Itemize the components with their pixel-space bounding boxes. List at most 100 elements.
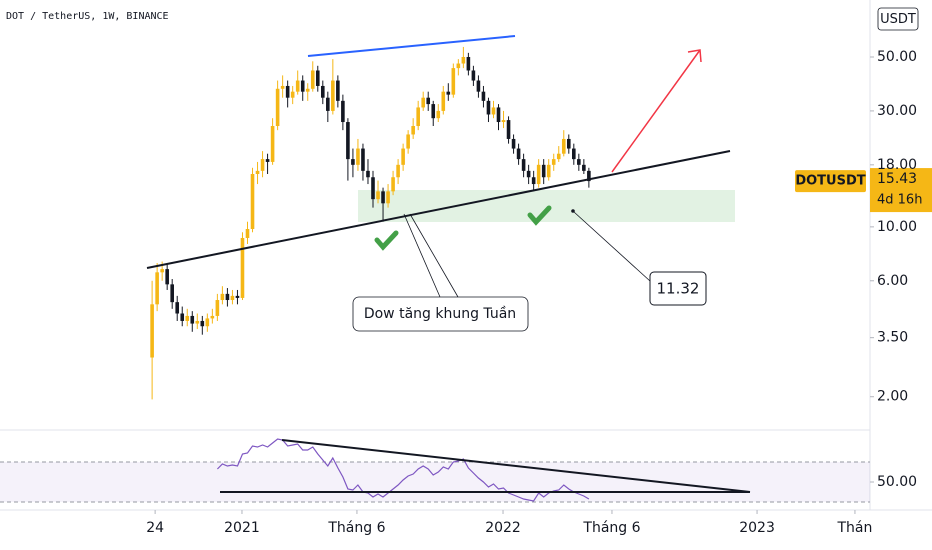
candle-body [295,80,300,92]
x-tick-label: 24 [146,520,164,536]
candle-body [506,120,511,139]
candle-body [441,91,446,111]
candle-body [531,177,536,185]
candle-body [305,88,310,92]
candle-body [180,313,185,321]
candle-body [566,138,571,149]
candle-body [356,148,360,165]
y-tick-label: 3.50 [877,330,908,346]
candle-body [521,159,526,171]
candle-body [396,164,400,178]
candle-body [150,304,154,358]
projection-arrow [611,49,701,173]
support-zone [358,190,735,222]
check-mark [527,205,552,226]
candle-body [165,269,169,285]
candle-body [451,68,456,95]
x-tick-label: 2022 [485,520,521,536]
last-price: 15.43 [877,171,917,187]
y-tick-label: 18.00 [877,157,917,173]
candle-body [446,91,451,95]
candle-body [341,100,345,123]
x-tick-label: 2021 [224,520,260,536]
candle-body [351,159,355,165]
rsi-line [216,438,590,502]
candle-body [577,159,581,165]
candle-body [245,228,250,238]
candle-body [235,295,240,298]
y-tick-label: 50.00 [877,49,917,65]
candle-body [421,97,426,108]
candle-body [270,126,275,162]
candle-body [426,97,431,105]
x-tick-label: Tháng 6 [582,520,640,536]
candle-body [411,126,415,135]
price-tag: DOTUSDT 15.43 4d 16h [795,168,932,213]
candle-body [336,80,340,101]
candle-body [366,170,370,178]
candle-body [195,320,200,324]
candle-body [381,191,385,204]
callout-text: 11.32 [657,280,700,298]
rsi-trend-line [281,439,751,493]
symbol-tag-bg [795,170,866,193]
y-tick-label: 50.00 [877,474,917,490]
candle-body [587,170,591,182]
x-tick-label: Tháng 6 [327,520,385,536]
candle-body [471,70,476,81]
candle-body [346,122,350,160]
candle-body [406,134,410,149]
candle-body [401,148,405,165]
candle-body [511,138,516,149]
candle-body [185,315,190,321]
candle-body [436,110,441,119]
x-tick-label: Thán [836,520,872,536]
candle-body [391,177,395,192]
y-tick-label: 10.00 [877,219,917,235]
symbol-tag: DOTUSDT [795,174,865,189]
callout-box [649,271,707,306]
candle-body [516,148,521,160]
candle-body [250,174,255,229]
candle-body [416,107,420,127]
candle-body [260,159,265,171]
price-tag-bg [870,168,932,213]
candle-body [230,295,235,301]
y-tick-label: 30.00 [877,103,917,119]
candle-body [371,177,375,200]
candle-body [225,293,230,301]
candle-body [315,70,320,86]
candle-body [275,88,280,127]
candle-body [155,272,159,305]
candle-body [326,97,330,111]
candle-body [280,85,285,89]
candle-body [431,104,436,119]
support-line [146,150,731,269]
y-tick-label: 2.00 [877,389,908,405]
arrow-head [687,49,702,63]
rsi-pane: 50.00 [0,438,917,503]
callout-box [352,296,529,332]
candle-body [190,315,195,324]
candle-body [526,170,531,178]
callout-line [403,213,441,298]
candle-body [265,159,270,162]
candle-body [210,315,215,319]
candle-body [285,85,290,98]
candle-body [481,91,486,101]
candle-body [582,164,586,171]
candle-body [496,107,501,123]
candle-body [501,120,506,123]
candle-body [200,320,205,327]
candle-body [561,138,566,154]
resistance-line [307,35,516,57]
candle-body [572,148,576,160]
candle-body [541,164,546,178]
unit-box[interactable] [877,7,919,31]
candle-body [361,148,365,171]
candles [150,46,591,400]
candle-body [160,269,164,273]
candle-body [290,91,295,98]
candle-body [320,85,325,98]
